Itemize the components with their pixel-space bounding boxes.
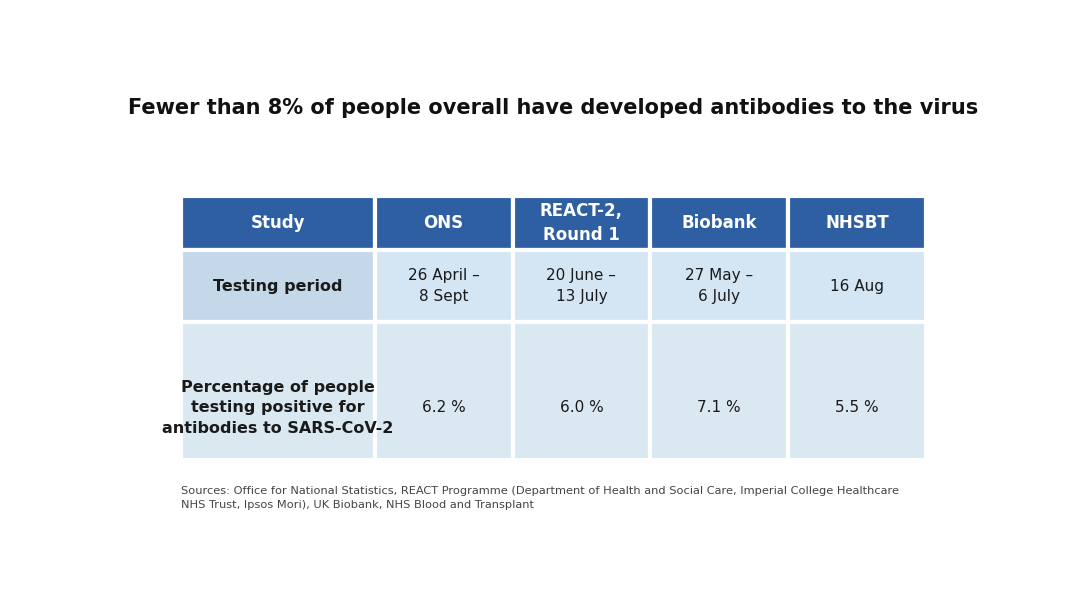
FancyBboxPatch shape: [375, 196, 513, 250]
FancyBboxPatch shape: [375, 250, 513, 322]
Text: Fewer than 8% of people overall have developed antibodies to the virus: Fewer than 8% of people overall have dev…: [129, 98, 978, 118]
FancyBboxPatch shape: [181, 322, 375, 460]
Text: Study: Study: [251, 214, 306, 232]
Text: 20 June –
13 July: 20 June – 13 July: [546, 268, 617, 304]
FancyBboxPatch shape: [181, 196, 375, 250]
Text: NHSBT: NHSBT: [825, 214, 889, 232]
Text: 6.2 %: 6.2 %: [422, 400, 465, 415]
FancyBboxPatch shape: [650, 322, 788, 460]
Text: 7.1 %: 7.1 %: [698, 400, 741, 415]
Text: Biobank: Biobank: [681, 214, 757, 232]
FancyBboxPatch shape: [513, 250, 650, 322]
Text: Percentage of people
testing positive for
antibodies to SARS-CoV-2: Percentage of people testing positive fo…: [162, 380, 393, 436]
FancyBboxPatch shape: [181, 250, 375, 322]
Text: Testing period: Testing period: [213, 279, 342, 294]
Text: 16 Aug: 16 Aug: [831, 279, 885, 294]
Text: 5.5 %: 5.5 %: [835, 400, 879, 415]
FancyBboxPatch shape: [650, 250, 788, 322]
FancyBboxPatch shape: [788, 250, 926, 322]
Text: 6.0 %: 6.0 %: [559, 400, 604, 415]
Text: 26 April –
8 Sept: 26 April – 8 Sept: [408, 268, 480, 304]
FancyBboxPatch shape: [375, 322, 513, 460]
Text: ONS: ONS: [423, 214, 463, 232]
Text: Sources: Office for National Statistics, REACT Programme (Department of Health a: Sources: Office for National Statistics,…: [181, 485, 899, 510]
FancyBboxPatch shape: [650, 196, 788, 250]
FancyBboxPatch shape: [513, 196, 650, 250]
FancyBboxPatch shape: [788, 196, 926, 250]
Text: REACT-2,
Round 1: REACT-2, Round 1: [540, 202, 623, 244]
Text: 27 May –
6 July: 27 May – 6 July: [685, 268, 754, 304]
FancyBboxPatch shape: [788, 322, 926, 460]
FancyBboxPatch shape: [513, 322, 650, 460]
